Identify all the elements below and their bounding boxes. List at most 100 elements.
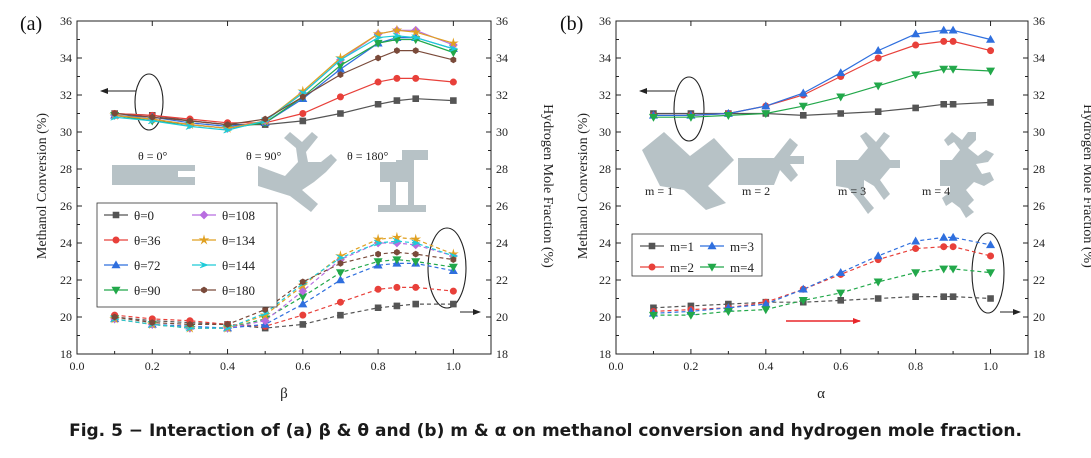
hydrogen-line	[653, 296, 991, 309]
y-tick-label: 24	[60, 236, 72, 250]
y-tick-label: 32	[599, 88, 611, 102]
hydrogen-point	[911, 236, 921, 245]
legend-marker	[707, 241, 717, 250]
hydrogen-line	[114, 262, 454, 329]
methanol-point	[723, 112, 733, 120]
methanol-point	[447, 37, 459, 48]
hydrogen-point	[798, 297, 808, 305]
methanol-point	[686, 113, 696, 122]
m-3-shape	[836, 132, 900, 214]
methanol-point	[837, 110, 845, 117]
hydrogen-point	[912, 245, 920, 253]
legend-item: θ=90	[104, 283, 161, 298]
y-tick-label-right: 18	[1033, 347, 1045, 361]
panel-b-left-ellipse	[673, 76, 705, 142]
methanol-point	[393, 74, 401, 82]
y-tick-label: 22	[599, 273, 611, 287]
y-tick-label-right: 24	[1033, 236, 1045, 250]
hydrogen-point	[336, 254, 346, 262]
x-tick-label: 0.8	[371, 359, 386, 373]
methanol-point	[987, 99, 994, 106]
annotation-m-4: m = 4	[922, 184, 950, 198]
x-tick-label: 1.0	[983, 359, 998, 373]
hydrogen-point	[450, 300, 457, 308]
methanol-point	[336, 56, 346, 64]
legend-item: m=1	[640, 239, 694, 254]
methanol-point	[374, 78, 382, 86]
legend-label: θ=90	[134, 283, 161, 298]
hydrogen-point	[223, 324, 233, 332]
series-7	[111, 47, 457, 328]
methanol-point	[949, 37, 957, 45]
x-tick-label: 0.4	[758, 359, 773, 373]
legend-item: θ=36	[104, 233, 161, 248]
methanol-point	[939, 65, 949, 74]
methanol-point	[798, 88, 808, 97]
hydrogen-point	[873, 251, 883, 260]
panel-a-label: (a)	[20, 13, 42, 35]
hydrogen-point	[394, 248, 400, 256]
legend-label: m=3	[730, 239, 754, 254]
hydrogen-point	[648, 311, 658, 320]
legend-label: θ=36	[134, 233, 161, 248]
methanol-point	[761, 110, 771, 119]
panel-b-legend-items: m=1 m=2 m=3 m=4	[640, 239, 754, 275]
y-tick-label-right: 30	[496, 125, 508, 139]
x-tick-label: 0.6	[833, 359, 848, 373]
legend-marker	[112, 211, 120, 219]
hydrogen-point	[372, 233, 384, 244]
hydrogen-point	[224, 321, 231, 328]
y-tick-label: 18	[599, 347, 611, 361]
hydrogen-point	[448, 263, 458, 272]
methanol-point	[873, 82, 883, 91]
panel-b-right-ellipse	[971, 232, 1005, 314]
y-tick-label-right: 26	[496, 199, 508, 213]
y-tick-label-right: 26	[1033, 199, 1045, 213]
series-2	[648, 25, 996, 317]
methanol-point	[149, 113, 156, 121]
methanol-point	[949, 100, 957, 108]
panel-a-left-ellipse	[134, 73, 164, 131]
methanol-point	[450, 97, 457, 104]
methanol-point	[185, 123, 195, 130]
hydrogen-point	[335, 269, 345, 278]
y-tick-label-right: 22	[496, 273, 508, 287]
hydrogen-point	[939, 265, 949, 274]
hydrogen-point	[411, 258, 421, 267]
methanol-point	[986, 34, 996, 43]
hydrogen-point	[874, 295, 882, 302]
hydrogen-point	[299, 311, 307, 319]
theta-90-shape	[258, 132, 337, 212]
panel-a-geometry-sketches	[112, 132, 428, 212]
theta-0-shape	[112, 165, 195, 185]
hydrogen-point	[374, 304, 382, 312]
methanol-point	[799, 112, 807, 119]
methanol-point	[873, 45, 883, 54]
methanol-point	[411, 34, 421, 41]
hydrogen-point	[986, 240, 996, 249]
panel-a-callouts	[100, 73, 481, 315]
hydrogen-line	[114, 251, 454, 325]
methanol-line	[114, 38, 454, 129]
methanol-point	[223, 126, 233, 134]
methanol-point	[337, 71, 344, 78]
hydrogen-point	[450, 256, 457, 263]
hydrogen-point	[836, 289, 846, 298]
y-tick-label-right: 22	[1033, 273, 1045, 287]
methanol-point	[394, 47, 400, 54]
methanol-point	[836, 68, 846, 77]
panel-b-plot	[648, 25, 996, 320]
methanol-point	[262, 115, 269, 123]
panel-b-axes: 0.0 0.2 0.4 0.6 0.8 1.0 18 18 20 20 22 22 24 24 26 26 28…	[599, 14, 1045, 373]
methanol-point	[648, 113, 658, 122]
methanol-point	[986, 67, 996, 76]
methanol-point	[373, 39, 383, 48]
methanol-point	[299, 110, 307, 117]
y-tick-label: 26	[599, 199, 611, 213]
annotation-m-2: m = 2	[742, 184, 770, 198]
hydrogen-point	[412, 283, 420, 291]
hydrogen-point	[987, 252, 995, 260]
panel-b-ylabel-right: Hydrogen Mole Fraction (%)	[1080, 104, 1091, 268]
hydrogen-point	[949, 243, 957, 251]
methanol-point	[148, 117, 158, 125]
